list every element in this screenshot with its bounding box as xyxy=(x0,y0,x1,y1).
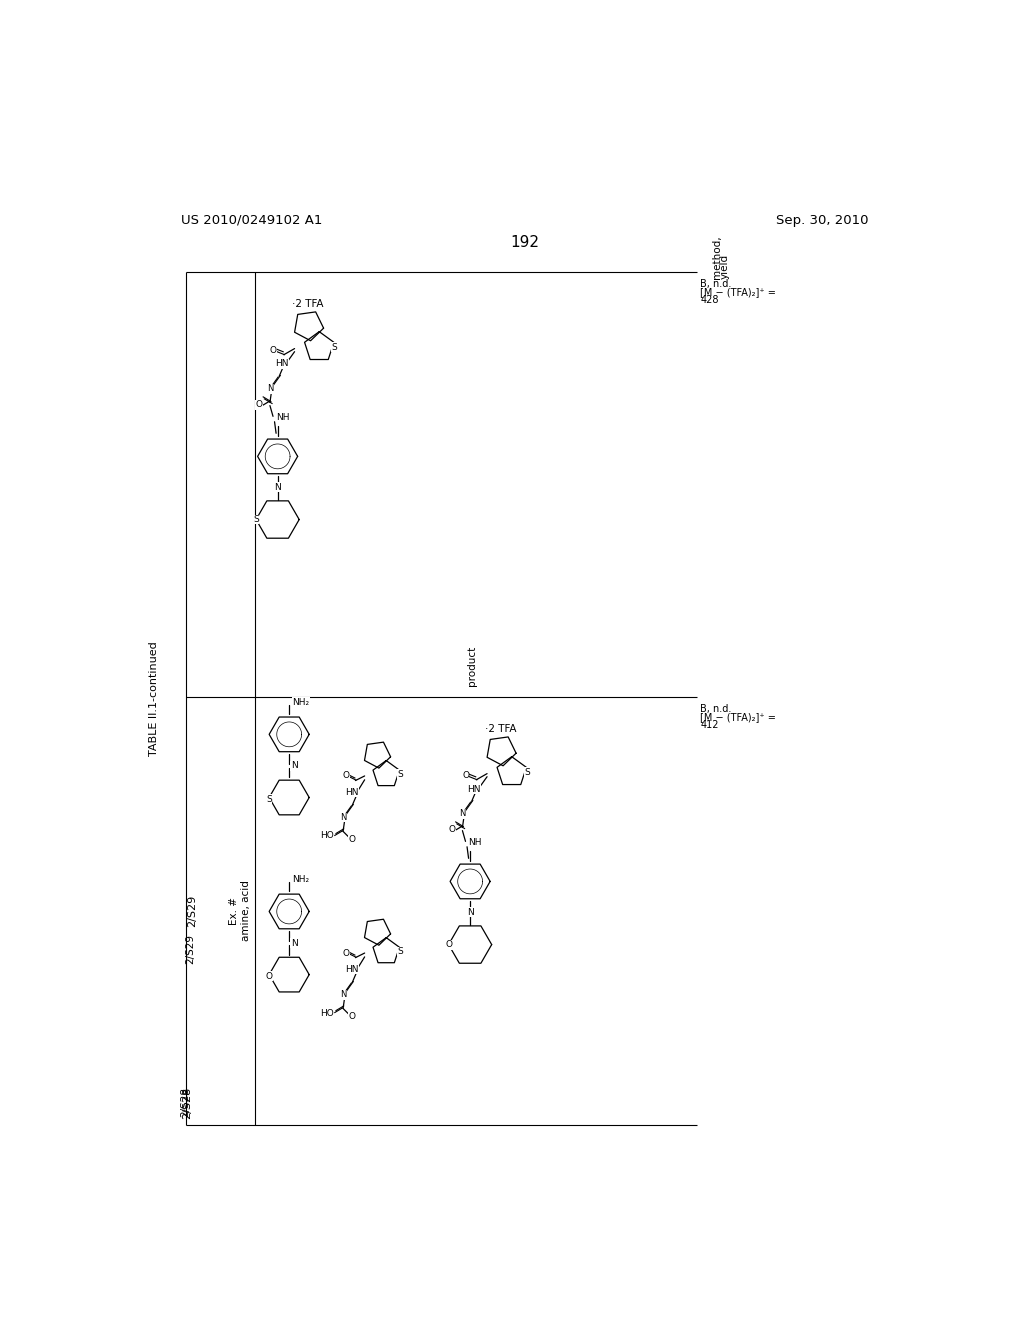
Text: S: S xyxy=(397,770,402,779)
Text: [M − (TFA)₂]⁺ =: [M − (TFA)₂]⁺ = xyxy=(700,286,776,297)
Text: 428: 428 xyxy=(700,296,719,305)
Text: S: S xyxy=(524,768,530,776)
Text: O: O xyxy=(349,836,355,845)
Text: 412: 412 xyxy=(700,721,719,730)
Text: [M − (TFA)₂]⁺ =: [M − (TFA)₂]⁺ = xyxy=(700,711,776,722)
Text: N: N xyxy=(291,939,297,948)
Text: O: O xyxy=(265,972,272,981)
Text: ·2 TFA: ·2 TFA xyxy=(484,725,516,734)
Text: O: O xyxy=(256,400,262,409)
Text: O: O xyxy=(343,949,349,957)
Text: B, n.d.: B, n.d. xyxy=(700,704,732,714)
Text: method,: method, xyxy=(712,235,722,279)
Text: NH₂: NH₂ xyxy=(292,875,309,883)
Text: US 2010/0249102 A1: US 2010/0249102 A1 xyxy=(180,214,322,227)
Text: Sep. 30, 2010: Sep. 30, 2010 xyxy=(776,214,868,227)
Text: ·2 TFA: ·2 TFA xyxy=(292,300,324,309)
Text: product: product xyxy=(467,645,476,686)
Text: S: S xyxy=(397,946,402,956)
Text: 2/S28: 2/S28 xyxy=(182,1086,193,1118)
Text: 2/S28: 2/S28 xyxy=(180,1088,190,1117)
Text: N: N xyxy=(274,483,281,491)
Text: HN: HN xyxy=(345,965,358,974)
Text: O: O xyxy=(269,346,276,355)
Text: N: N xyxy=(291,762,297,771)
Text: Ex. #: Ex. # xyxy=(228,896,239,925)
Text: amine, acid: amine, acid xyxy=(241,880,251,941)
Text: HN: HN xyxy=(467,784,481,793)
Text: O: O xyxy=(343,771,349,780)
Text: N: N xyxy=(266,384,273,393)
Text: NH₂: NH₂ xyxy=(292,697,309,706)
Text: 2/S29: 2/S29 xyxy=(187,895,198,927)
Text: O: O xyxy=(445,940,452,949)
Text: 2/S29: 2/S29 xyxy=(185,935,196,964)
Text: N: N xyxy=(467,908,473,916)
Text: S: S xyxy=(332,343,338,351)
Text: NH: NH xyxy=(469,838,482,847)
Text: HN: HN xyxy=(345,788,358,796)
Text: N: N xyxy=(459,809,466,818)
Text: HN: HN xyxy=(274,359,289,368)
Text: S: S xyxy=(253,515,259,524)
Text: NH: NH xyxy=(276,413,290,422)
Text: O: O xyxy=(349,1012,355,1022)
Text: HO: HO xyxy=(321,832,334,841)
Text: HO: HO xyxy=(321,1008,334,1018)
Text: B, n.d.: B, n.d. xyxy=(700,279,732,289)
Text: 192: 192 xyxy=(510,235,540,251)
Text: TABLE II.1-continued: TABLE II.1-continued xyxy=(148,640,159,755)
Text: O: O xyxy=(449,825,455,834)
Text: N: N xyxy=(340,990,346,999)
Text: O: O xyxy=(462,771,469,780)
Text: S: S xyxy=(266,795,272,804)
Text: N: N xyxy=(340,813,346,822)
Text: yield: yield xyxy=(720,253,730,279)
